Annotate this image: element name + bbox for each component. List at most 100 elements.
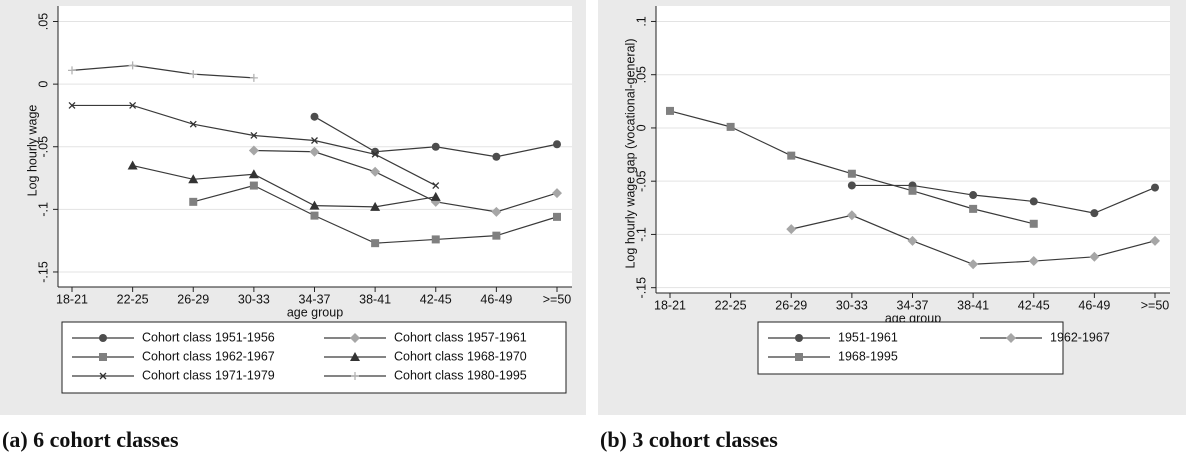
data-point — [250, 132, 258, 139]
data-point — [371, 150, 379, 158]
legend-label: 1951-1961 — [838, 330, 898, 344]
data-point — [553, 140, 561, 149]
data-point — [249, 73, 258, 82]
data-point — [128, 61, 137, 70]
data-point — [249, 181, 258, 190]
data-point — [431, 142, 440, 151]
y-tick-label: .05 — [36, 13, 50, 30]
x-tick-label: >=50 — [543, 292, 572, 306]
legend-label: Cohort class 1962-1967 — [142, 349, 275, 363]
data-point — [371, 239, 380, 248]
data-point — [846, 210, 857, 221]
data-point — [311, 137, 318, 144]
x-tick-label: 38-41 — [957, 298, 989, 312]
data-point — [189, 197, 198, 206]
series-line — [132, 164, 436, 208]
data-point — [432, 182, 440, 190]
x-tick-label: 18-21 — [654, 298, 686, 312]
legend-marker — [350, 352, 360, 361]
legend-label: 1962-1967 — [1050, 330, 1110, 344]
data-point — [969, 191, 978, 200]
caption: (b) 3 cohort classes — [600, 427, 778, 452]
x-tick-label: 30-33 — [238, 292, 270, 306]
legend-marker — [99, 353, 107, 361]
data-point — [127, 160, 138, 170]
data-point — [847, 169, 856, 178]
x-tick-label: 18-21 — [56, 292, 88, 306]
legend-marker — [99, 372, 107, 380]
y-tick-label: -.1 — [634, 227, 648, 242]
data-point — [1090, 209, 1099, 218]
x-tick-label: 46-49 — [480, 292, 512, 306]
data-point — [908, 186, 917, 195]
legend-label: Cohort class 1980-1995 — [394, 368, 527, 382]
y-tick-label: 0 — [634, 124, 648, 131]
y-axis-title: Log hourly wage — [25, 105, 39, 197]
data-point — [309, 146, 320, 157]
y-tick-label: -.05 — [634, 170, 648, 192]
legend — [757, 321, 1064, 375]
data-point — [969, 204, 978, 213]
legend-label: Cohort class 1957-1961 — [394, 330, 527, 344]
legend-label: Cohort class 1951-1956 — [142, 330, 275, 344]
data-point — [492, 152, 501, 161]
y-tick-label: -.15 — [634, 277, 648, 299]
x-tick-label: 38-41 — [359, 292, 391, 306]
data-point — [248, 145, 259, 156]
x-tick-label: 22-25 — [117, 292, 149, 306]
x-tick-label: 46-49 — [1078, 298, 1110, 312]
data-point — [552, 188, 562, 199]
data-point — [1028, 256, 1039, 267]
data-point — [68, 66, 76, 75]
x-tick-label: 42-45 — [1018, 298, 1050, 312]
data-point — [310, 211, 319, 220]
data-point — [310, 112, 319, 121]
data-point — [129, 101, 137, 109]
data-point — [1029, 197, 1038, 206]
legend-label: Cohort class 1971-1979 — [142, 368, 275, 382]
data-point — [553, 212, 561, 221]
x-tick-label: >=50 — [1141, 298, 1170, 312]
y-axis-title: Log hourly wage gap (vocational-general) — [623, 38, 637, 268]
y-tick-label: -.1 — [36, 202, 50, 217]
x-tick-label: 30-33 — [836, 298, 868, 312]
data-point — [370, 201, 381, 211]
x-tick-label: 22-25 — [715, 298, 747, 312]
legend — [61, 321, 567, 394]
data-point — [370, 166, 381, 177]
data-point — [492, 231, 501, 240]
legend-marker — [350, 333, 360, 343]
x-tick-label: 26-29 — [177, 292, 209, 306]
y-tick-label: .05 — [634, 66, 648, 83]
data-point — [189, 70, 198, 79]
y-tick-label: .1 — [634, 16, 648, 26]
data-point — [726, 122, 735, 131]
legend-marker — [795, 353, 803, 361]
y-tick-label: 0 — [36, 81, 50, 88]
y-tick-label: -.05 — [36, 136, 50, 158]
x-tick-label: 42-45 — [420, 292, 452, 306]
data-point — [68, 101, 76, 109]
data-point — [189, 120, 197, 128]
x-tick-label: 34-37 — [897, 298, 929, 312]
data-point — [430, 191, 441, 201]
data-point — [248, 169, 259, 179]
x-axis-title: age group — [287, 305, 343, 319]
y-tick-label: -.15 — [36, 261, 50, 283]
data-point — [847, 181, 856, 190]
series-line — [253, 149, 558, 213]
data-point — [491, 206, 502, 217]
legend-marker — [99, 334, 107, 342]
x-tick-label: 26-29 — [775, 298, 807, 312]
data-point — [1029, 219, 1038, 228]
legend-marker — [351, 372, 359, 380]
plot-area — [656, 6, 1170, 293]
x-tick-label: 34-37 — [299, 292, 331, 306]
data-point — [431, 235, 440, 244]
caption: (a) 6 cohort classes — [2, 427, 179, 452]
data-point — [786, 224, 797, 235]
legend-label: 1968-1995 — [838, 349, 898, 363]
series-line — [71, 64, 254, 79]
legend-marker — [795, 334, 803, 342]
